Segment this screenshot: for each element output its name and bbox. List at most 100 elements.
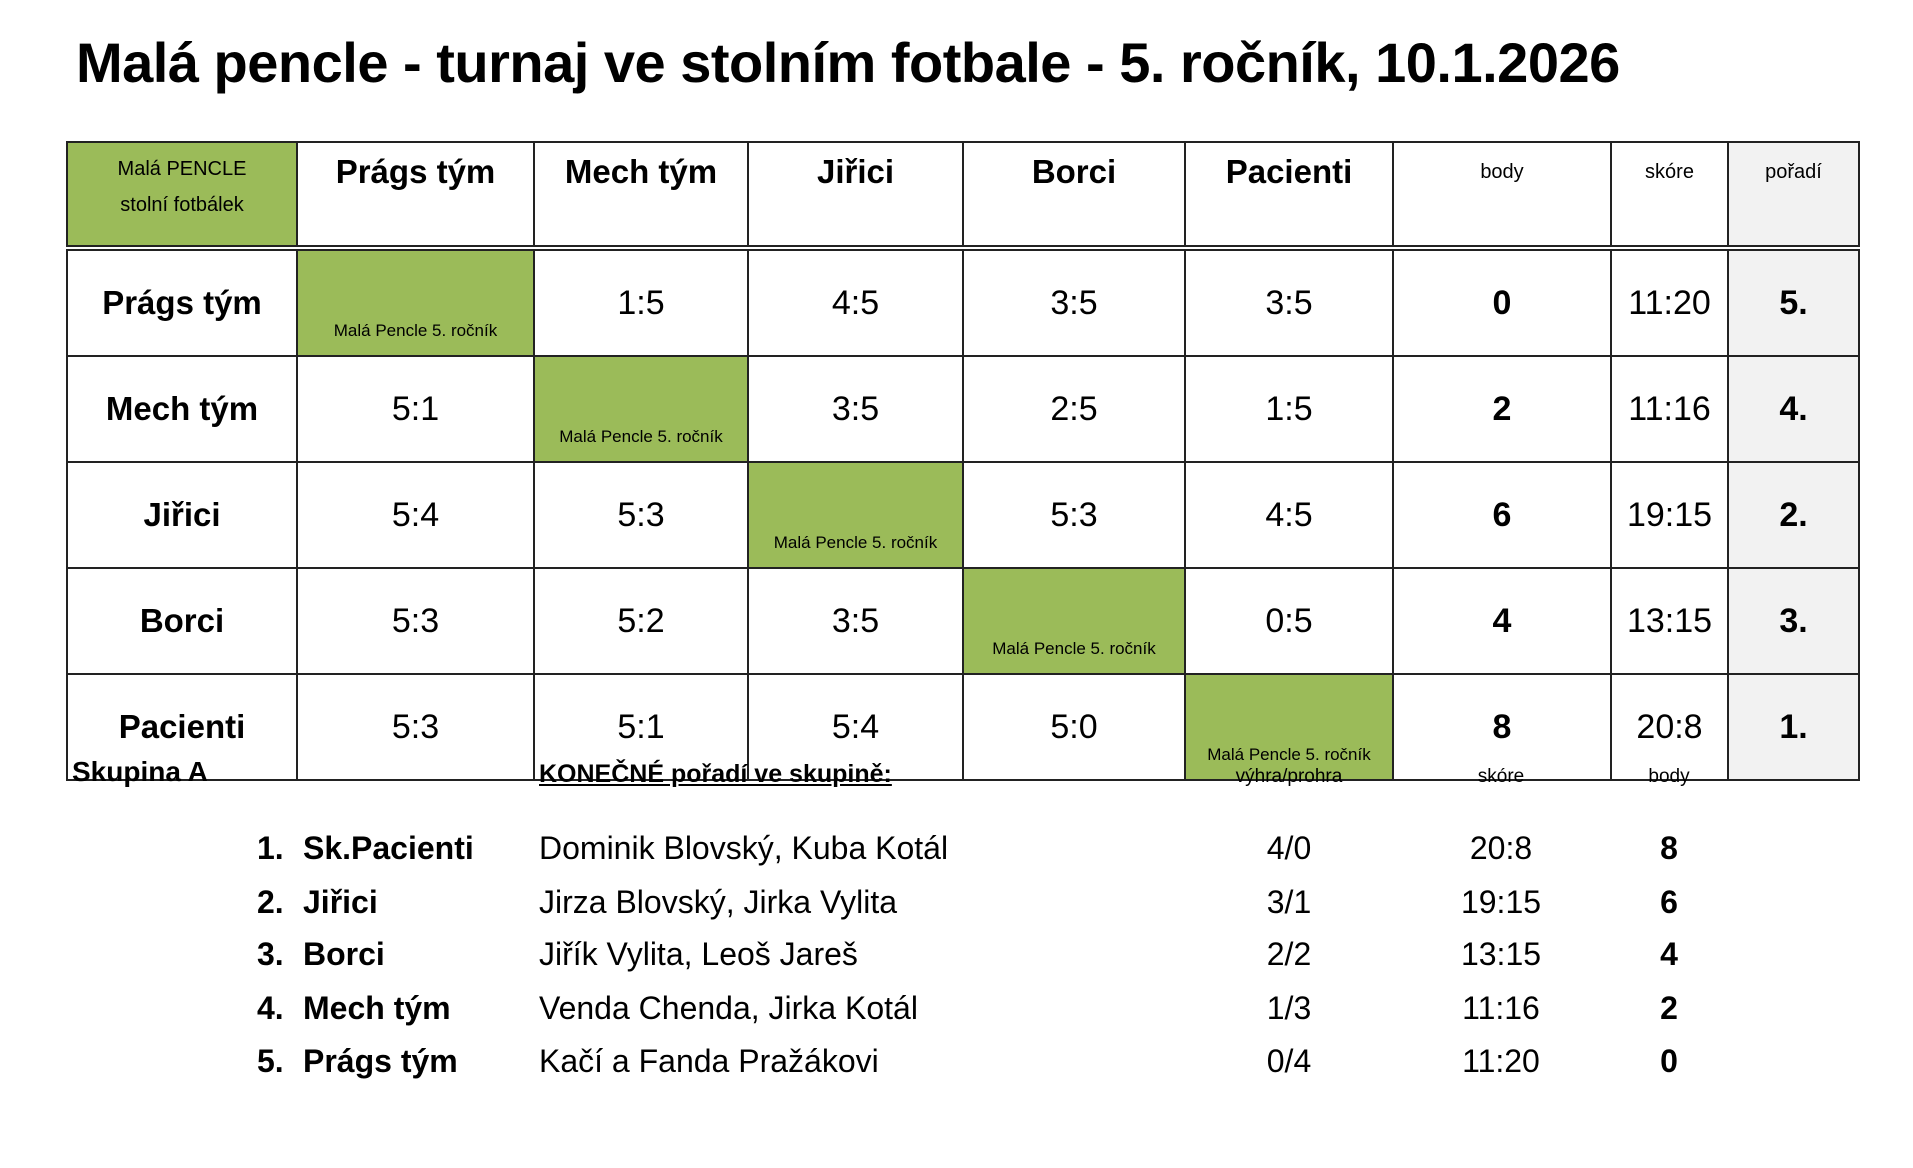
col-header: Mech tým bbox=[533, 141, 749, 251]
col-header-body: body bbox=[1392, 141, 1612, 251]
col-header-poradi: pořadí bbox=[1727, 141, 1860, 251]
player-names: Jirza Blovský, Jirka Vylita bbox=[539, 884, 897, 920]
standings-row: 3. Borci Jiřík Vylita, Leoš Jareš 2/2 13:15 4 bbox=[0, 936, 1913, 986]
score: 13:15 bbox=[1460, 936, 1542, 972]
rank-number: 3. bbox=[257, 936, 284, 972]
rank-cell: 3. bbox=[1727, 567, 1860, 675]
team-name: Sk.Pacienti bbox=[303, 830, 474, 866]
win-loss: 1/3 bbox=[1266, 990, 1312, 1026]
col-header: Borci bbox=[962, 141, 1186, 251]
table-row: Borci 5:3 5:2 3:5 Malá Pencle 5. ročník 0:5 4 1… bbox=[66, 567, 1860, 675]
points-cell: 2 bbox=[1392, 355, 1612, 463]
score: 20:8 bbox=[1469, 830, 1533, 866]
corner-line-1: Malá PENCLE bbox=[117, 158, 247, 180]
table-row: Prágs tým Malá Pencle 5. ročník 1:5 4:5 3:5 3… bbox=[66, 247, 1860, 357]
header-row: Malá PENCLE stolní fotbálek Prágs tým Me… bbox=[66, 141, 1860, 251]
row-header: Pacienti bbox=[66, 673, 298, 781]
result-cell: 3:5 bbox=[747, 355, 964, 463]
points: 8 bbox=[1660, 830, 1678, 866]
col-header-skore: skóre bbox=[1610, 141, 1729, 251]
col-points-header: body bbox=[1648, 766, 1690, 787]
diagonal-cell: Malá Pencle 5. ročník bbox=[533, 355, 749, 463]
rank-cell: 2. bbox=[1727, 461, 1860, 569]
col-header: Jiřici bbox=[747, 141, 964, 251]
result-cell: 3:5 bbox=[1184, 247, 1394, 357]
result-cell: 3:5 bbox=[962, 247, 1186, 357]
player-names: Venda Chenda, Jirka Kotál bbox=[539, 990, 918, 1026]
table-row: Mech tým 5:1 Malá Pencle 5. ročník 3:5 2:5 1:… bbox=[66, 355, 1860, 463]
col-header: Pacienti bbox=[1184, 141, 1394, 251]
result-cell: 4:5 bbox=[1184, 461, 1394, 569]
rank-cell: 1. bbox=[1727, 673, 1860, 781]
team-name: Prágs tým bbox=[303, 1043, 458, 1079]
rank-number: 2. bbox=[257, 884, 284, 920]
points: 2 bbox=[1660, 990, 1678, 1026]
diagonal-cell: Malá Pencle 5. ročník bbox=[747, 461, 964, 569]
rank-cell: 4. bbox=[1727, 355, 1860, 463]
points-cell: 8 bbox=[1392, 673, 1612, 781]
results-table: Malá PENCLE stolní fotbálek Prágs tým Me… bbox=[66, 141, 1860, 781]
score-cell: 20:8 bbox=[1610, 673, 1729, 781]
rank-number: 5. bbox=[257, 1043, 284, 1079]
result-cell: 1:5 bbox=[1184, 355, 1394, 463]
result-cell: 5:0 bbox=[962, 673, 1186, 781]
score-cell: 13:15 bbox=[1610, 567, 1729, 675]
result-cell: 5:3 bbox=[962, 461, 1186, 569]
group-label: Skupina A bbox=[72, 756, 208, 787]
points: 0 bbox=[1660, 1043, 1678, 1079]
result-cell: 1:5 bbox=[533, 247, 749, 357]
row-header: Mech tým bbox=[66, 355, 298, 463]
corner-cell: Malá PENCLE stolní fotbálek bbox=[66, 141, 298, 251]
result-cell: 5:4 bbox=[747, 673, 964, 781]
final-standings-heading: KONEČNÉ pořadí ve skupině: bbox=[539, 760, 892, 788]
score-cell: 11:16 bbox=[1610, 355, 1729, 463]
row-header: Borci bbox=[66, 567, 298, 675]
diagonal-cell: Malá Pencle 5. ročník bbox=[962, 567, 1186, 675]
points: 4 bbox=[1660, 936, 1678, 972]
player-names: Jiřík Vylita, Leoš Jareš bbox=[539, 936, 858, 972]
player-names: Dominik Blovský, Kuba Kotál bbox=[539, 830, 949, 866]
score-cell: 11:20 bbox=[1610, 247, 1729, 357]
result-cell: 3:5 bbox=[747, 567, 964, 675]
score-cell: 19:15 bbox=[1610, 461, 1729, 569]
standings-row: 4. Mech tým Venda Chenda, Jirka Kotál 1/3 11… bbox=[0, 990, 1913, 1040]
page-title: Malá pencle - turnaj ve stolním fotbale … bbox=[76, 31, 1620, 94]
result-cell: 2:5 bbox=[962, 355, 1186, 463]
corner-line-2: stolní fotbálek bbox=[120, 194, 244, 216]
team-name: Jiřici bbox=[303, 884, 378, 920]
win-loss: 0/4 bbox=[1266, 1043, 1312, 1079]
row-header: Prágs tým bbox=[66, 247, 298, 357]
team-name: Borci bbox=[303, 936, 385, 972]
win-loss: 2/2 bbox=[1266, 936, 1312, 972]
result-cell: 5:1 bbox=[296, 355, 535, 463]
win-loss: 4/0 bbox=[1266, 830, 1312, 866]
col-winloss-header: výhra/prohra bbox=[1235, 766, 1343, 787]
diagonal-cell: Malá Pencle 5. ročník bbox=[1184, 673, 1394, 781]
diagonal-cell: Malá Pencle 5. ročník bbox=[296, 247, 535, 357]
result-cell: 5:4 bbox=[296, 461, 535, 569]
score: 19:15 bbox=[1460, 884, 1542, 920]
result-cell: 5:3 bbox=[533, 461, 749, 569]
result-cell: 5:1 bbox=[533, 673, 749, 781]
standings-row: 1. Sk.Pacienti Dominik Blovský, Kuba Kotál… bbox=[0, 830, 1913, 880]
table-row: Jiřici 5:4 5:3 Malá Pencle 5. ročník 5:3 4:5 6… bbox=[66, 461, 1860, 569]
result-cell: 5:2 bbox=[533, 567, 749, 675]
score: 11:20 bbox=[1462, 1043, 1540, 1079]
rank-cell: 5. bbox=[1727, 247, 1860, 357]
player-names: Kačí a Fanda Pražákovi bbox=[539, 1043, 879, 1079]
table-row: Pacienti 5:3 5:1 5:4 5:0 Malá Pencle 5. roční… bbox=[66, 673, 1860, 781]
team-name: Mech tým bbox=[303, 990, 451, 1026]
standings-row: 2. Jiřici Jirza Blovský, Jirka Vylita 3/1 19… bbox=[0, 884, 1913, 934]
points: 6 bbox=[1660, 884, 1678, 920]
result-cell: 4:5 bbox=[747, 247, 964, 357]
col-score-header: skóre bbox=[1477, 766, 1525, 787]
rank-number: 4. bbox=[257, 990, 284, 1026]
result-cell: 5:3 bbox=[296, 673, 535, 781]
result-cell: 0:5 bbox=[1184, 567, 1394, 675]
score: 11:16 bbox=[1462, 990, 1540, 1026]
row-header: Jiřici bbox=[66, 461, 298, 569]
col-header: Prágs tým bbox=[296, 141, 535, 251]
rank-number: 1. bbox=[257, 830, 284, 866]
points-cell: 4 bbox=[1392, 567, 1612, 675]
points-cell: 6 bbox=[1392, 461, 1612, 569]
